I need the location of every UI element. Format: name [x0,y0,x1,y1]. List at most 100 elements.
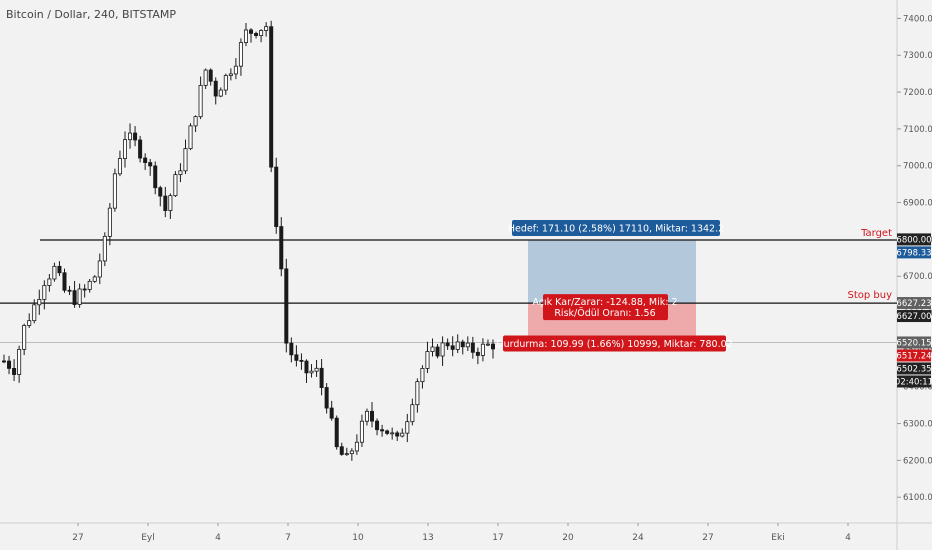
x-tick-label: 13 [422,533,433,543]
candle-body [47,278,52,286]
candle-body [203,69,208,86]
y-tick-label: 7300.00 [903,51,932,61]
candle-body [440,342,445,357]
candle-body [133,132,138,141]
candle-body [309,370,314,374]
y-tick-label: 7100.00 [903,125,932,135]
candle-body [102,235,107,262]
candle-body [37,299,42,306]
candle-body [228,73,233,76]
candle-body [359,420,364,443]
price-axis-label-box [897,310,931,323]
target-label: Target [860,228,892,239]
candle-body [410,404,415,423]
candle-body [264,26,269,31]
symbol-title: Bitcoin / Dollar, 240, BITSTAMP [6,8,176,21]
candle-body [173,174,178,197]
candle-body [314,367,319,372]
x-tick-label: 4 [215,533,221,543]
candle-body [2,360,7,363]
x-tick-label: 7 [285,533,291,543]
candle-body [42,285,47,300]
candle-body [445,342,450,347]
candle-body [420,368,425,383]
pnl-box [543,294,668,321]
candle-body [390,432,395,435]
price-axis-label: 6517.24 [896,351,931,361]
candle-body [324,387,329,409]
candle-body [22,325,27,350]
y-tick-label: 6400.00 [903,383,932,393]
candle-body [430,346,435,352]
candle-body [112,173,117,209]
price-axis-label: 6798.33 [896,248,931,258]
x-tick-label: 20 [562,533,574,543]
candle-body [475,351,480,356]
candle-body [12,367,17,375]
stop-position-label: Durdurma: 109.99 (1.66%) 10999, Miktar: … [496,339,732,350]
candle-body [87,280,92,290]
target-position-label-box [512,220,720,237]
candle-body [370,410,375,422]
price-axis-label: 6627.23 [896,299,931,309]
candle-body [122,139,127,159]
price-axis-label: 6800.00 [896,235,931,245]
candle-body [17,348,22,375]
target-position-label: Hedef: 171.10 (2.58%) 17110, Miktar: 134… [508,224,724,235]
candle-body [188,125,193,150]
candle-body [334,417,339,448]
candle-body [490,343,495,350]
x-tick-label: 10 [352,533,364,543]
candle-body [233,65,238,75]
candle-body [97,260,102,278]
candle-body [269,26,274,168]
y-tick-label: 6700.00 [903,272,932,282]
candle-body [354,441,359,452]
y-tick-label: 6200.00 [903,456,932,466]
candle-body [254,32,259,37]
stop-buy-label: Stop buy [847,290,892,301]
candle-body [480,343,485,356]
x-tick-label: 4 [845,533,851,543]
risk-reward-text: Risk/Ödül Oranı: 1.56 [554,308,655,319]
candle-body [339,446,344,455]
candle-body [67,289,72,292]
x-tick-label: Eyl [141,533,155,543]
y-tick-label: 7200.00 [903,88,932,98]
candle-body [289,342,294,356]
candle-body [299,359,304,362]
candle-body [400,432,405,437]
x-tick-label: 27 [702,533,713,543]
candle-body [158,187,163,197]
open-pnl-text: Açık Kar/Zarar: -124.88, Mik: 2 [532,297,677,308]
candle-body [148,162,153,167]
x-tick-label: 17 [492,533,503,543]
x-tick-label: 24 [632,533,644,543]
candle-body [128,132,133,141]
price-axis-label-box [897,375,931,388]
candle-body [470,342,475,353]
candle-body [344,453,349,456]
candle-body [435,346,440,357]
candle-body [279,226,284,270]
candle-body [183,148,188,172]
candle-body [213,80,218,97]
candle-body [198,84,203,118]
candle-body [153,165,158,189]
candle-body [92,276,97,282]
candle-body [259,30,264,37]
candle-body [143,157,148,163]
price-axis-label-box [897,336,931,349]
candle-body [329,407,334,419]
candle-body [304,360,309,374]
candle-body [375,420,380,431]
candle-body [249,29,254,34]
candle-body [163,195,168,211]
candle-body [82,288,87,291]
candle-body [223,75,228,91]
y-tick-label: 6900.00 [903,199,932,209]
candle-body [52,265,57,280]
candle-body [7,360,12,369]
candle-body [193,116,198,127]
